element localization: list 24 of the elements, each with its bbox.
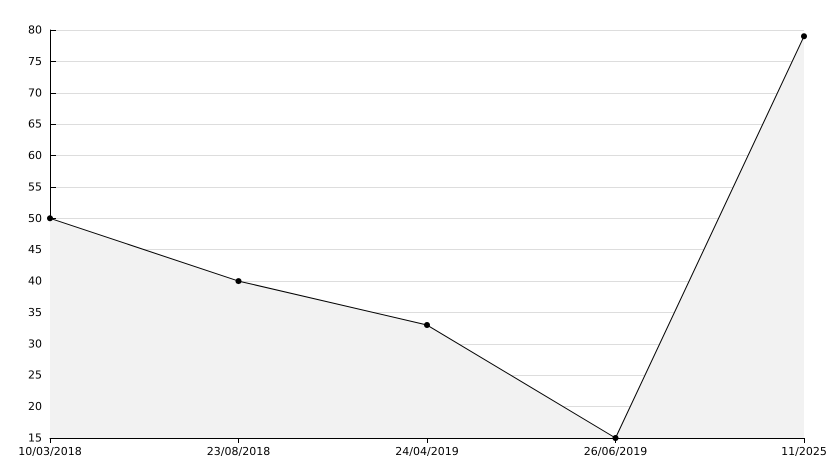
point	[47, 215, 53, 222]
x-tick-label: 24/04/2019	[395, 445, 459, 458]
point	[612, 435, 618, 441]
y-tick-label: 15	[28, 432, 42, 444]
x-tick-label: 23/08/2018	[206, 445, 270, 458]
y-tick-label: 25	[28, 368, 42, 382]
y-tick-label: 70	[28, 86, 42, 100]
y-tick-label: 35	[28, 306, 42, 319]
y-tick-label: 55	[28, 180, 42, 194]
y-tick-label: 65	[28, 118, 42, 131]
y-tick-label: 60	[28, 149, 42, 162]
point	[236, 278, 242, 284]
point	[424, 322, 430, 328]
y-tick-label: 20	[28, 400, 42, 414]
y-tick-label: 80	[28, 24, 42, 36]
x-tick-label: 11/2025	[781, 445, 827, 458]
y-tick-label: 45	[28, 243, 42, 256]
x-tick-label: 10/03/2018	[18, 445, 82, 458]
y-tick-label: 75	[28, 54, 42, 68]
y-tick-label: 40	[28, 274, 42, 288]
y-tick-label: 50	[28, 212, 42, 225]
y-tick-label: 30	[28, 337, 42, 350]
x-tick-label: 26/06/2019	[584, 445, 648, 458]
point	[801, 33, 807, 40]
